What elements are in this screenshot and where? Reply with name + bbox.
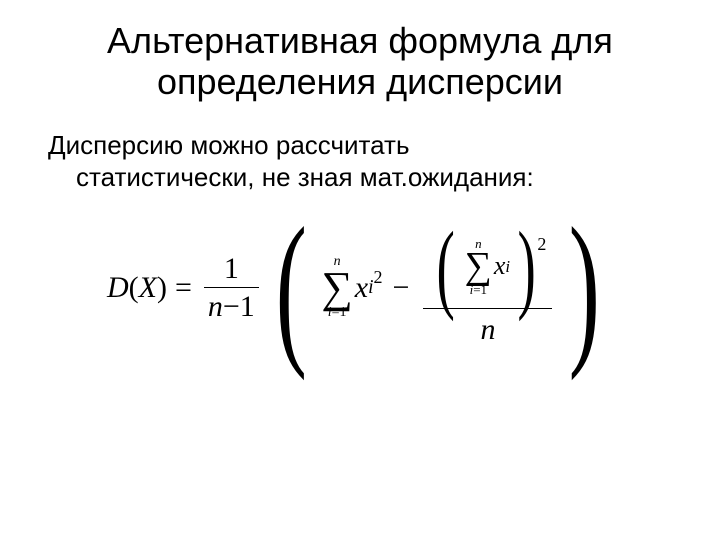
outer-parentheses: ( n ∑ i=1 xi2 − — [263, 224, 613, 352]
sum2-index-eq1: =1 — [473, 282, 487, 297]
body-line-1: Дисперсию можно рассчитать — [48, 130, 410, 160]
sum2-lower: i=1 — [470, 283, 487, 296]
minus-operator: − — [393, 271, 410, 305]
title-line-1: Альтернативная формула для — [107, 20, 613, 61]
rparen-small: ) — [157, 271, 167, 305]
formula-container: D(X) = 1 n−1 ( n ∑ i=1 — [40, 224, 680, 352]
frac-den: n−1 — [204, 290, 259, 323]
frac-bar — [204, 287, 259, 288]
symbol-x: x — [355, 271, 368, 305]
symbol-n: n — [208, 290, 223, 323]
body-text: Дисперсию можно рассчитать статистически… — [40, 129, 680, 194]
sum-lower: i=1 — [328, 306, 347, 320]
term-xi: xi — [494, 252, 510, 281]
frac-num-1: 1 — [220, 252, 243, 285]
lparen-med: ( — [437, 229, 455, 304]
variance-formula: D(X) = 1 n−1 ( n ∑ i=1 — [107, 224, 613, 352]
rparen-big: ) — [569, 224, 600, 352]
symbol-D: D — [107, 271, 129, 305]
rparen-med: ) — [518, 229, 536, 304]
paren-content: n ∑ i=1 xi2 − ( — [319, 227, 556, 348]
sigma-icon: ∑ — [321, 269, 352, 306]
inner-frac-den-n: n — [474, 311, 501, 348]
slide-title: Альтернативная формула для определения д… — [40, 20, 680, 103]
equals-sign: = — [175, 271, 192, 305]
fraction-sum-sq-over-n: ( n ∑ i=1 xi — [423, 227, 552, 348]
sum-xi: n ∑ i=1 — [465, 237, 492, 295]
outer-superscript-2: 2 — [537, 235, 546, 255]
minus-sign: − — [223, 290, 240, 323]
inner-frac-num: ( n ∑ i=1 xi — [423, 227, 552, 306]
fraction-1-over-n-minus-1: 1 n−1 — [204, 252, 259, 323]
sigma-icon-2: ∑ — [465, 250, 492, 282]
inner-parentheses: ( n ∑ i=1 xi — [429, 229, 543, 304]
title-line-2: определения дисперсии — [157, 61, 563, 102]
symbol-x-2: x — [494, 252, 506, 281]
subscript-i-2: i — [505, 258, 510, 277]
lparen-big: ( — [276, 224, 307, 352]
inner-paren-content: n ∑ i=1 xi — [463, 237, 510, 295]
term-xi2: xi2 — [355, 271, 383, 305]
symbol-X: X — [139, 271, 157, 305]
literal-1: 1 — [240, 290, 255, 323]
slide: Альтернативная формула для определения д… — [0, 0, 720, 540]
sum-index-eq1: =1 — [332, 305, 347, 320]
lparen-small: ( — [129, 271, 139, 305]
superscript-2: 2 — [374, 267, 383, 288]
sum-xi-squared: n ∑ i=1 — [321, 255, 352, 320]
body-line-2: статистически, не зная мат.ожидания: — [48, 161, 680, 194]
